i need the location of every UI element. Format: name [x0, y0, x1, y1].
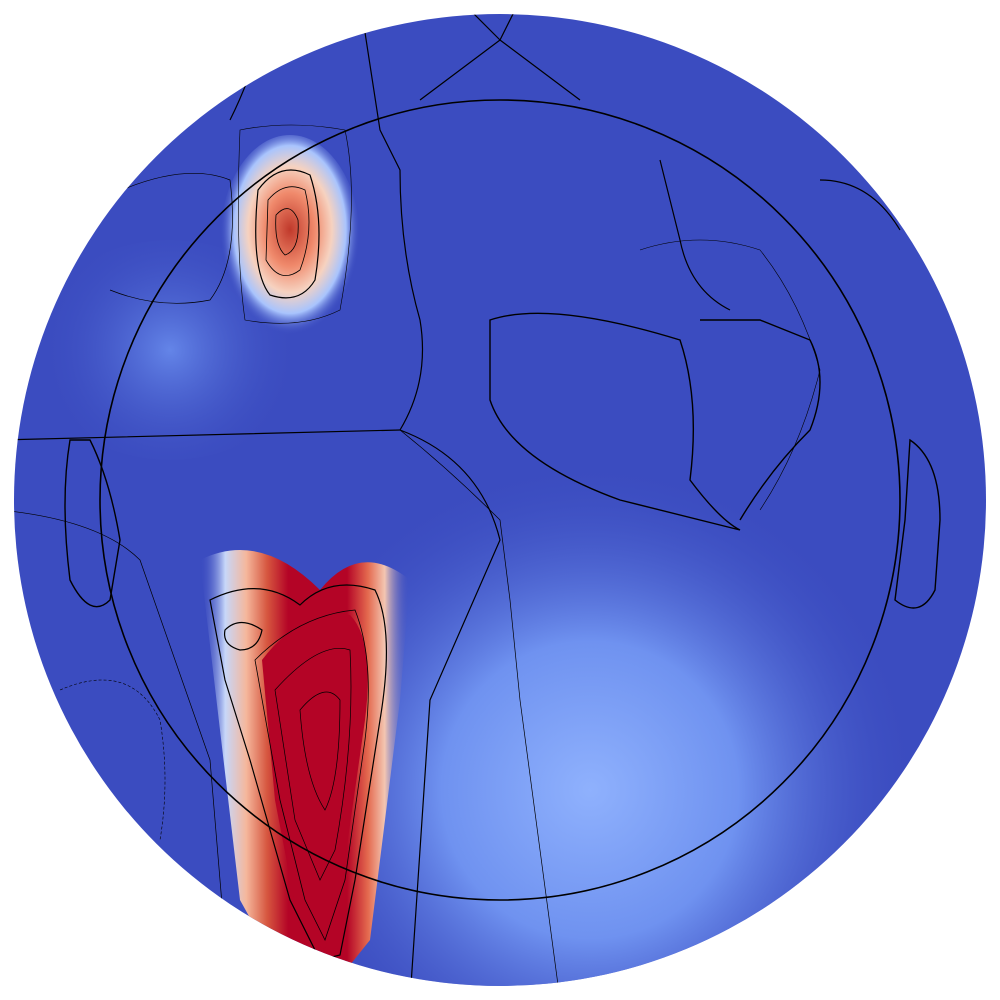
head-outline	[99, 99, 901, 901]
hotspot-core	[262, 614, 368, 950]
contours	[14, 14, 941, 986]
hotspot	[220, 135, 360, 345]
